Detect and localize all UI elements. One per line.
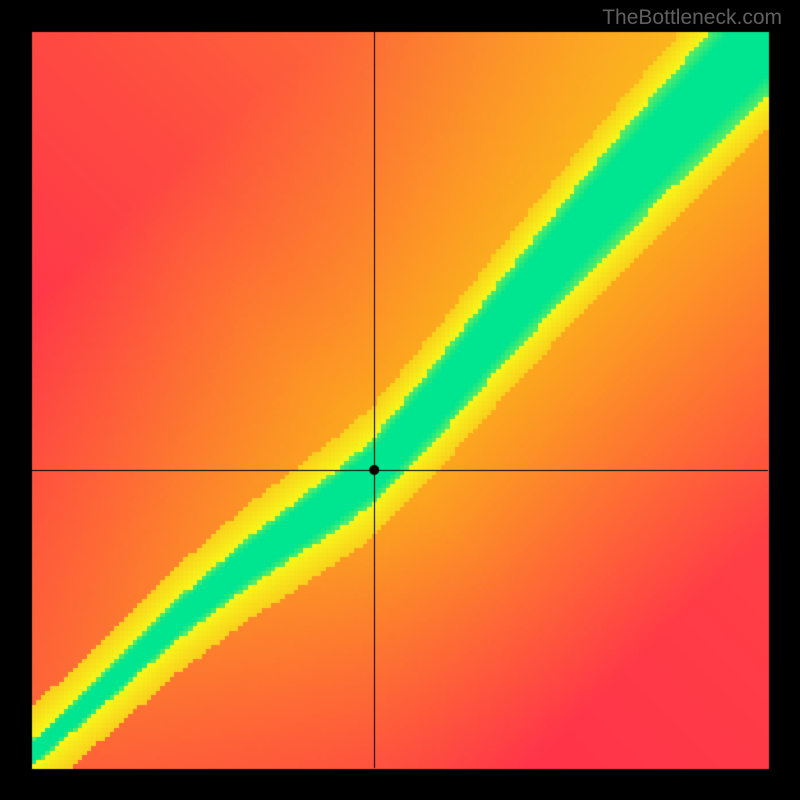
chart-container: TheBottleneck.com — [0, 0, 800, 800]
heatmap-canvas — [0, 0, 800, 800]
watermark-text: TheBottleneck.com — [602, 6, 782, 30]
